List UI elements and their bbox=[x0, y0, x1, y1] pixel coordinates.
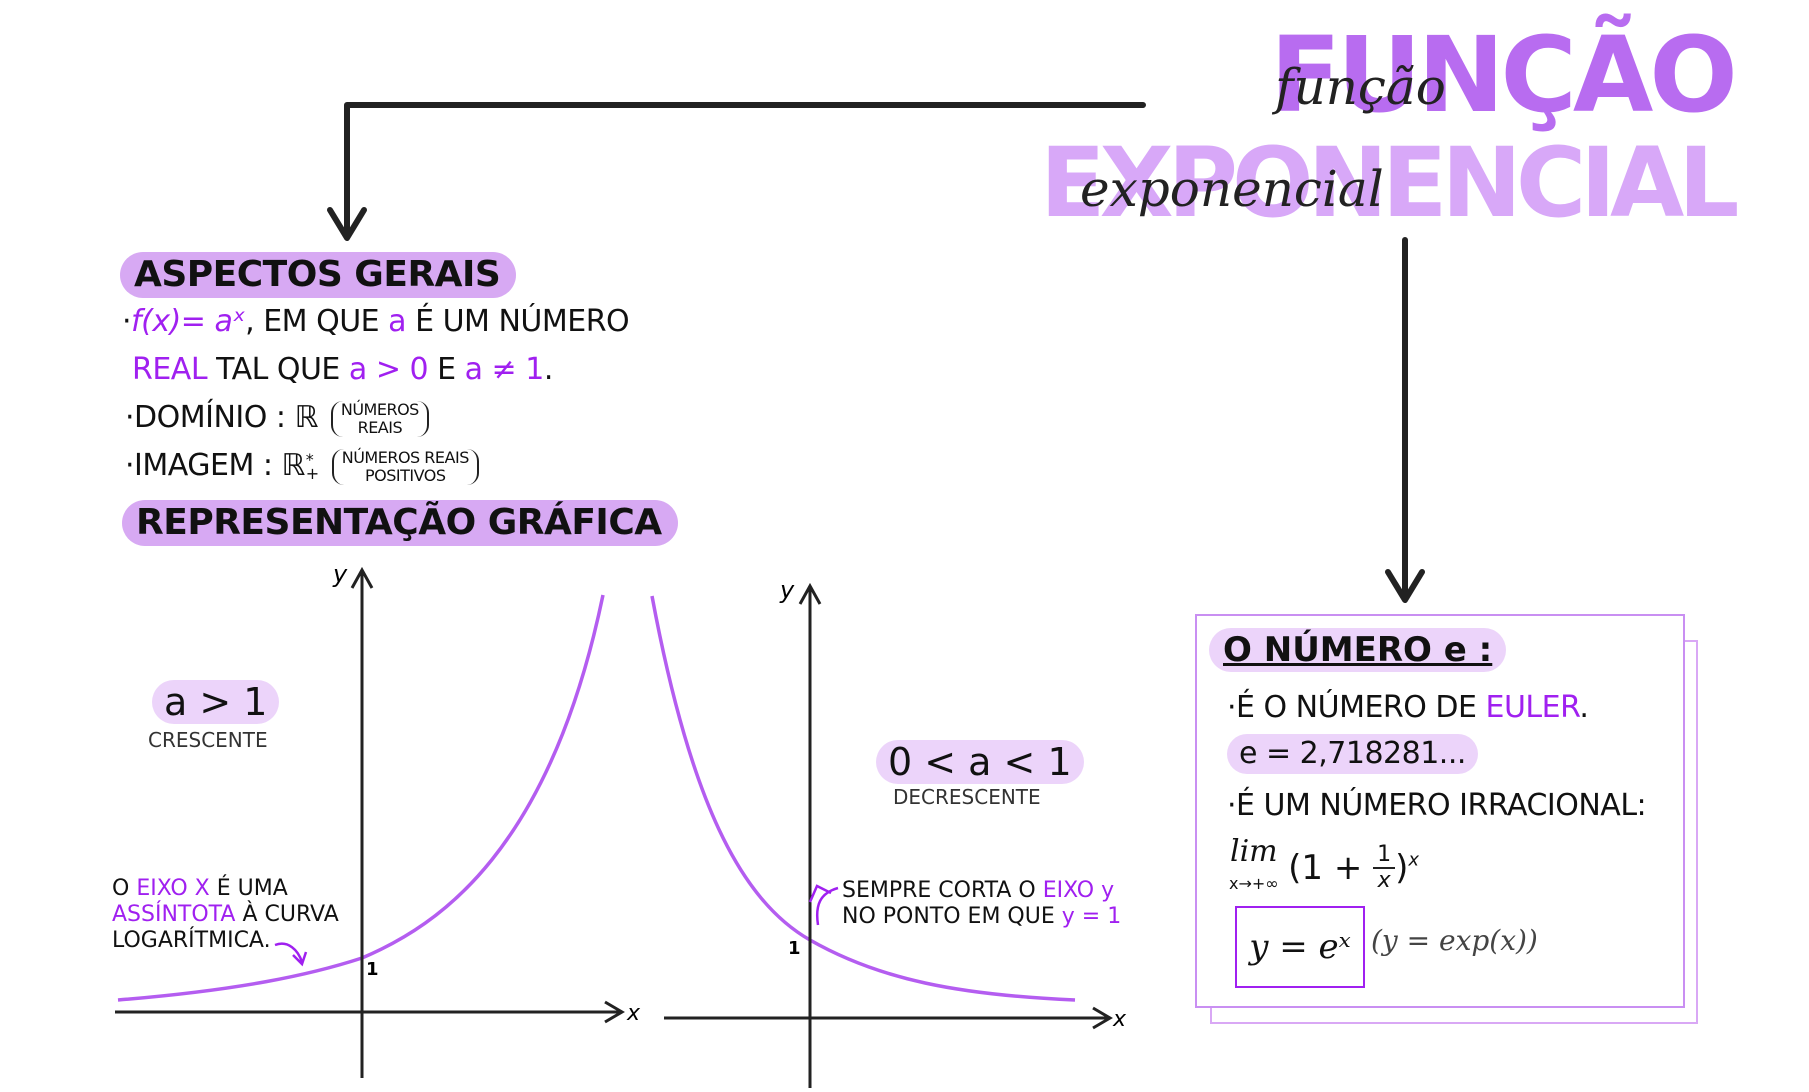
condition-positive: a > 0 bbox=[348, 352, 429, 387]
imagem-note: NÚMEROS REAIS POSITIVOS bbox=[331, 447, 479, 485]
euler-name: EULER bbox=[1485, 690, 1580, 725]
real-word: REAL bbox=[132, 352, 208, 387]
note-x-axis: EIXO X bbox=[136, 876, 210, 901]
note-text: À CURVA bbox=[235, 902, 339, 927]
imagem-label: ·IMAGEM : ℝ bbox=[125, 448, 305, 483]
text: E bbox=[428, 352, 465, 387]
note-text: NO PONTO EM QUE bbox=[842, 904, 1062, 929]
imagem-sup-sub: * + bbox=[305, 449, 319, 483]
note-arrow bbox=[274, 942, 308, 967]
lim-exponent: x bbox=[1408, 849, 1420, 871]
text: . bbox=[1579, 690, 1589, 725]
x-axis-label: x bbox=[1112, 1007, 1127, 1032]
graph1-note: O EIXO X É UMA ASSÍNTOTA À CURVA LOGARÍT… bbox=[112, 876, 339, 954]
decreasing-curve bbox=[650, 595, 1076, 1002]
graph1-label: CRESCENTE bbox=[148, 728, 268, 752]
exp-formula: y = eˣ bbox=[1249, 927, 1351, 967]
y-axis-arrowhead bbox=[350, 566, 374, 589]
y-intercept-label: 1 bbox=[366, 959, 379, 980]
note-text: SEMPRE CORTA O bbox=[842, 878, 1043, 903]
x-axis-label: x bbox=[626, 1001, 641, 1026]
title-line2-block: EXPONENCIAL bbox=[1040, 127, 1739, 239]
dominio-label: ·DOMÍNIO : ℝ bbox=[125, 400, 318, 435]
title-line2-script: exponencial bbox=[1080, 160, 1384, 218]
text: , EM QUE bbox=[245, 304, 389, 339]
imagem-note-top: NÚMEROS REAIS bbox=[341, 447, 470, 467]
aspectos-line1: ·f(x)= aˣ, EM QUE a É UM NÚMERO bbox=[122, 302, 630, 342]
y-intercept-label: 1 bbox=[788, 938, 801, 959]
title-line1-script: função bbox=[1275, 58, 1446, 116]
lim-expr-close: ) bbox=[1395, 848, 1409, 888]
y-axis-label: y bbox=[332, 560, 348, 588]
graph2-label: DECRESCENTE bbox=[893, 785, 1041, 809]
aspectos-heading: ASPECTOS GERAIS bbox=[120, 252, 517, 298]
graph2-condition: 0 < a < 1 bbox=[876, 740, 1084, 784]
arrow-to-numero-e bbox=[1385, 237, 1425, 603]
limit-expression: lim x→+∞ (1 + 1 x )x bbox=[1229, 837, 1420, 898]
y-axis-label: y bbox=[779, 576, 795, 604]
e-value: e = 2,718281... bbox=[1227, 734, 1478, 774]
y-axis-arrowhead bbox=[798, 582, 822, 605]
increasing-curve bbox=[117, 594, 605, 1002]
base-a: a bbox=[388, 304, 407, 339]
function-formula: f(x)= aˣ bbox=[131, 304, 246, 339]
text: ·É O NÚMERO DE bbox=[1227, 690, 1486, 725]
euler-line: ·É O NÚMERO DE EULER. bbox=[1227, 688, 1589, 728]
dominio-note-top: NÚMEROS bbox=[340, 399, 419, 419]
note-text: LOGARÍTMICA. bbox=[112, 928, 271, 953]
note-text: O bbox=[112, 876, 137, 901]
lim-frac-den: x bbox=[1377, 868, 1391, 893]
lim-fraction: 1 x bbox=[1373, 843, 1396, 893]
imagem-note-bottom: POSITIVOS bbox=[365, 465, 446, 485]
title-block: FUNÇÃO EXPONENCIAL função exponencial bbox=[1040, 20, 1739, 250]
arrow-to-aspectos bbox=[327, 102, 1146, 241]
imagem-sup: * bbox=[305, 449, 314, 469]
exp-formula-alt: (y = exp(x)) bbox=[1371, 924, 1538, 957]
numero-e-heading: O NÚMERO e : bbox=[1209, 628, 1507, 672]
exp-formula-box: y = eˣ bbox=[1235, 906, 1365, 988]
dominio-line: ·DOMÍNIO : ℝ NÚMEROS REAIS bbox=[125, 398, 429, 438]
aspectos-line2: REAL TAL QUE a > 0 E a ≠ 1. bbox=[132, 350, 553, 390]
dominio-note-bottom: REAIS bbox=[357, 417, 403, 437]
numero-e-box: O NÚMERO e : ·É O NÚMERO DE EULER. e = 2… bbox=[1195, 614, 1685, 1008]
x-axis-arrowhead bbox=[1092, 1006, 1113, 1030]
note-text: É UMA bbox=[209, 876, 288, 901]
irrational-line: ·É UM NÚMERO IRRACIONAL: bbox=[1227, 788, 1647, 823]
lim-subscript: x→+∞ bbox=[1229, 874, 1279, 893]
note-y-equals-one: y = 1 bbox=[1061, 904, 1122, 929]
representacao-heading: REPRESENTAÇÃO GRÁFICA bbox=[122, 500, 678, 546]
note-asymptote: ASSÍNTOTA bbox=[112, 902, 236, 927]
imagem-line: ·IMAGEM : ℝ* + NÚMEROS REAIS POSITIVOS bbox=[125, 446, 479, 486]
lim-frac-num: 1 bbox=[1373, 843, 1396, 869]
text: . bbox=[543, 352, 554, 387]
title-line1-block: FUNÇÃO bbox=[1270, 14, 1738, 136]
text: É UM NÚMERO bbox=[406, 304, 630, 339]
condition-not-one: a ≠ 1 bbox=[464, 352, 545, 387]
note-arrow bbox=[808, 884, 839, 926]
x-axis-arrowhead bbox=[604, 1000, 625, 1024]
lim-text: lim bbox=[1229, 834, 1278, 869]
note-y-axis: EIXO y bbox=[1042, 878, 1115, 903]
text: TAL QUE bbox=[207, 352, 349, 387]
graph2-note: SEMPRE CORTA O EIXO y NO PONTO EM QUE y … bbox=[842, 878, 1121, 930]
dominio-note: NÚMEROS REAIS bbox=[330, 399, 429, 437]
limit-symbol: lim x→+∞ bbox=[1229, 837, 1279, 898]
bullet: · bbox=[122, 304, 132, 339]
graph1-condition: a > 1 bbox=[152, 680, 280, 724]
imagem-sub: + bbox=[305, 463, 319, 483]
lim-expr-open: (1 + bbox=[1288, 848, 1374, 888]
